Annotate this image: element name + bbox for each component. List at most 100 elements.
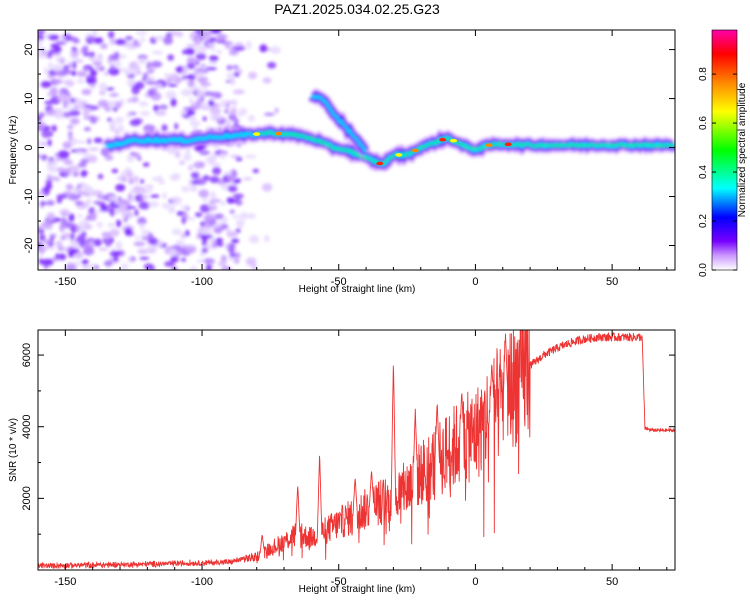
noise-blob [167,204,176,214]
noise-blob [195,37,201,46]
noise-blob [83,247,95,256]
noise-blob [224,100,236,105]
noise-blob [55,253,60,260]
noise-blob [229,154,242,159]
noise-blob [103,260,114,267]
noise-blob [124,227,133,236]
noise-blob [248,71,258,80]
noise-blob [161,202,170,209]
noise-blob [232,65,239,69]
noise-blob [147,232,154,240]
noise-blob [38,139,42,144]
noise-blob [61,69,72,75]
noise-blob [74,200,84,206]
noise-blob [199,204,211,213]
noise-blob [63,80,69,85]
noise-blobs [38,30,281,270]
noise-blob [189,97,194,105]
noise-blob [91,61,103,65]
noise-blob [233,193,244,199]
noise-blob [75,140,87,144]
noise-blob [200,102,208,109]
noise-blob [121,263,129,270]
noise-blob [155,83,163,90]
noise-blob [81,265,91,269]
noise-blob [226,64,233,71]
noise-blob [180,257,187,262]
noise-blob [171,196,183,205]
noise-blob [207,43,217,47]
noise-blob [89,116,98,124]
noise-blob [189,185,198,192]
noise-blob [146,70,154,74]
noise-blob [82,52,91,57]
noise-blob [215,242,224,247]
noise-blob [59,223,65,233]
noise-blob [210,112,215,122]
noise-blob [47,50,52,59]
noise-blob [45,182,53,190]
noise-blob [164,261,176,267]
noise-blob [38,245,50,251]
noise-blob [52,217,62,222]
noise-blob [126,98,136,103]
noise-blob [172,31,183,37]
noise-blob [201,30,212,38]
x-tick-label: -150 [54,276,76,288]
noise-blob [139,36,146,43]
noise-blob [210,30,222,34]
noise-blob [89,69,98,77]
noise-blob [96,221,103,229]
noise-blob [57,246,65,252]
noise-blob [228,248,234,253]
noise-blob [179,160,186,166]
noise-blob [104,239,112,247]
noise-blob [201,247,209,253]
noise-blob [109,251,121,257]
noise-blob [45,179,54,184]
noise-blob [51,124,57,132]
noise-blob [139,256,150,260]
noise-blob [38,143,42,147]
noise-blob [38,49,45,59]
noise-blob [75,151,84,155]
noise-blob [45,200,55,206]
noise-blob [61,232,73,239]
noise-blob [134,209,139,217]
y-tick-label: 10 [23,92,35,104]
noise-blob [133,175,139,183]
noise-blob [233,46,246,51]
noise-blob [195,233,201,240]
colorbar-gradient [711,29,738,271]
noise-blob [166,78,171,85]
noise-blob [232,89,245,95]
noise-blob [115,219,122,228]
noise-blob [246,40,252,50]
noise-blob [139,178,145,184]
noise-blob [145,80,157,85]
noise-blob [229,209,235,214]
noise-blob [46,160,59,167]
noise-blob [175,77,187,82]
noise-blob [244,154,257,159]
noise-blob [55,240,63,248]
y-tick-label: -20 [23,238,35,254]
noise-blob [190,171,200,179]
noise-blob [154,110,167,116]
noise-blob [38,251,44,257]
noise-blob [124,36,133,41]
noise-blob [219,152,227,159]
noise-blob [201,234,213,239]
noise-blob [114,38,127,45]
noise-blob [67,124,74,130]
noise-blob [223,171,233,176]
x-tick-label: 50 [606,576,618,588]
noise-blob [202,116,207,122]
noise-blob [122,178,127,182]
noise-blob [116,176,123,181]
noise-blob [84,67,90,72]
noise-blob [41,154,47,162]
noise-blob [105,87,115,91]
ridge-peak [395,153,403,157]
noise-blob [38,190,45,196]
